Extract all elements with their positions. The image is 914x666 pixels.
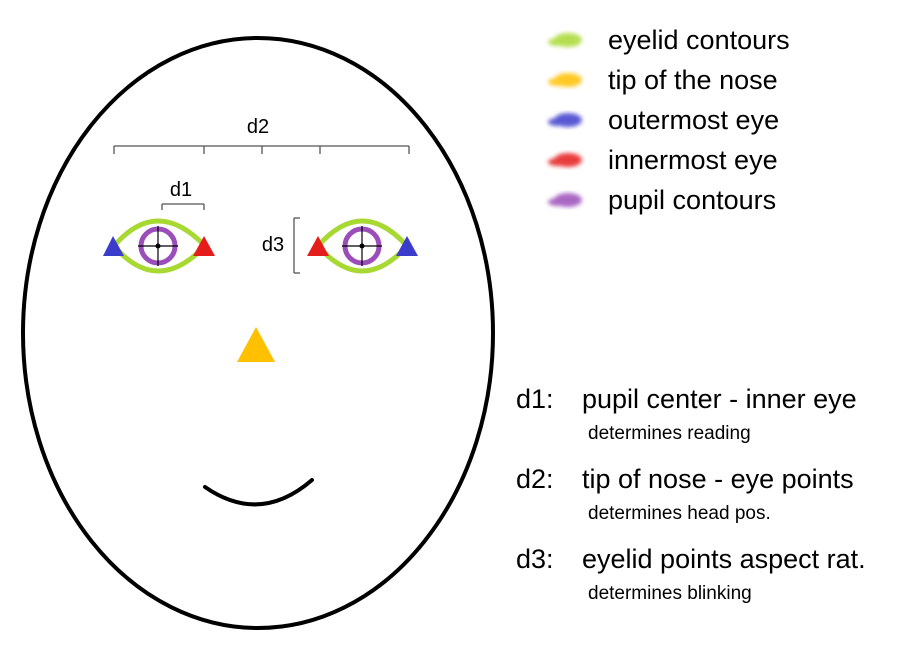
metric-title: tip of nose - eye points bbox=[582, 464, 854, 494]
legend-item-nose: tip of the nose bbox=[538, 60, 778, 100]
left-innermost-eye-marker bbox=[193, 236, 215, 256]
metric-d3: d3: eyelid points aspect rat. determines… bbox=[516, 544, 866, 605]
legend-item-inner-eye: innermost eye bbox=[538, 140, 778, 180]
right-eye bbox=[307, 218, 418, 274]
right-outermost-eye-marker bbox=[396, 236, 418, 256]
legend-item-pupil: pupil contours bbox=[538, 180, 776, 220]
right-innermost-eye-marker bbox=[307, 236, 329, 256]
d1-label: d1 bbox=[170, 179, 192, 201]
d1-bracket bbox=[161, 203, 205, 210]
mouth-curve bbox=[203, 478, 314, 507]
purple-brush-swatch-icon bbox=[548, 193, 582, 207]
legend-label: innermost eye bbox=[608, 144, 778, 175]
face-outline bbox=[21, 36, 495, 630]
red-brush-swatch-icon bbox=[548, 153, 582, 167]
left-eye bbox=[103, 218, 215, 274]
d2-label: d2 bbox=[247, 116, 269, 138]
metric-title: pupil center - inner eye bbox=[582, 384, 857, 414]
left-outermost-eye-marker bbox=[103, 236, 124, 256]
metric-d2: d2: tip of nose - eye points determines … bbox=[516, 464, 854, 525]
legend-label: outermost eye bbox=[608, 104, 780, 135]
metric-title: eyelid points aspect rat. bbox=[582, 544, 866, 574]
metric-note: determines reading bbox=[588, 423, 751, 444]
metric-d1: d1: pupil center - inner eye determines … bbox=[516, 384, 857, 445]
legend-label: eyelid contours bbox=[608, 24, 790, 55]
legend-label: pupil contours bbox=[608, 184, 777, 215]
metric-key: d1: bbox=[516, 384, 554, 414]
metric-key: d2: bbox=[516, 464, 554, 494]
metric-note: determines blinking bbox=[588, 583, 752, 604]
nose-tip-marker bbox=[237, 327, 275, 362]
right-pupil-center bbox=[359, 243, 365, 249]
d3-label: d3 bbox=[262, 234, 284, 256]
legend-item-eyelid: eyelid contours bbox=[538, 20, 790, 60]
legend-item-outer-eye: outermost eye bbox=[538, 100, 779, 140]
left-pupil-center bbox=[155, 243, 161, 249]
yellow-brush-swatch-icon bbox=[548, 73, 582, 87]
legend-label: tip of the nose bbox=[608, 64, 778, 95]
d2-bracket bbox=[113, 145, 410, 154]
green-brush-swatch-icon bbox=[548, 33, 582, 47]
metric-note: determines head pos. bbox=[588, 503, 771, 524]
blue-brush-swatch-icon bbox=[548, 113, 582, 127]
metric-key: d3: bbox=[516, 544, 554, 574]
d3-bracket bbox=[293, 217, 300, 274]
